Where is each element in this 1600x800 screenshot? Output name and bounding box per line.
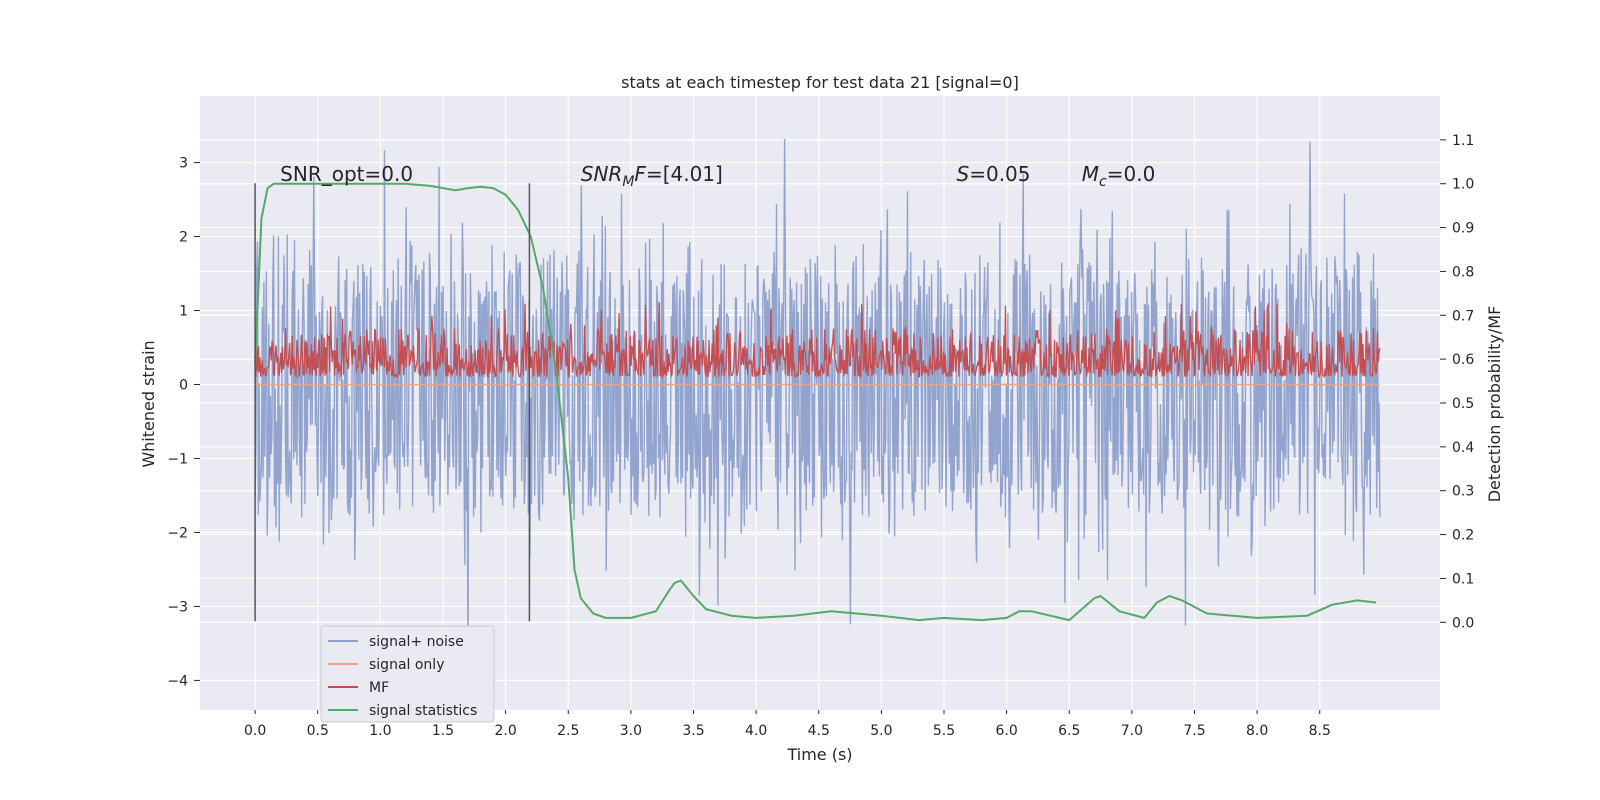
x-tick-label: 1.5 <box>432 723 454 739</box>
annotation-snr-opt: SNR_opt=0.0 <box>280 162 413 186</box>
x-tick-label: 8.0 <box>1246 723 1268 739</box>
x-tick-label: 6.5 <box>1058 723 1080 739</box>
legend-label: signal+ noise <box>369 634 464 650</box>
chart-title: stats at each timestep for test data 21 … <box>621 73 1019 92</box>
x-tick-label: 7.0 <box>1121 723 1143 739</box>
series-signal-noise <box>254 138 1381 670</box>
legend-label: signal only <box>369 657 444 673</box>
y-tick-label: 2 <box>179 230 188 246</box>
series-mf <box>254 302 1381 380</box>
x-tick-label: 7.5 <box>1183 723 1205 739</box>
x-tick-label: 4.5 <box>808 723 830 739</box>
annotations: SNR_opt=0.0 SNRMF=[4.01] S=0.05 Mc=0.0 <box>280 162 1155 190</box>
y-tick-label: 1 <box>179 304 188 320</box>
series-signal-statistics <box>254 182 1377 622</box>
x-axis-title: Time (s) <box>786 745 852 764</box>
y-right-tick-label: 1.0 <box>1452 177 1474 193</box>
series-layer <box>254 138 1381 670</box>
y-tick-label: −2 <box>167 525 188 541</box>
y-tick-label: 0 <box>179 378 188 394</box>
x-tick-label: 0.5 <box>307 723 329 739</box>
legend-label: signal statistics <box>369 703 477 719</box>
x-tick-label: 0.0 <box>244 723 266 739</box>
legend-label: MF <box>369 680 389 696</box>
x-tick-label: 8.5 <box>1309 723 1331 739</box>
y-right-tick-label: 0.4 <box>1452 440 1474 456</box>
legend-box <box>320 625 495 723</box>
vertical-lines <box>254 183 531 622</box>
x-tick-label: 5.5 <box>933 723 955 739</box>
x-tick-label: 6.0 <box>995 723 1017 739</box>
y-tick-label: 3 <box>179 156 188 172</box>
x-tick-label: 1.0 <box>369 723 391 739</box>
annotation-mc: Mc=0.0 <box>1082 162 1156 190</box>
x-tick-label: 5.0 <box>870 723 892 739</box>
annotation-snr-mf: SNRMF=[4.01] <box>581 162 723 190</box>
x-tick-label: 4.0 <box>745 723 767 739</box>
tick-labels: 0.0 0.5 1.0 1.5 2.0 2.5 3.0 3.5 4.0 4.5 5.0 5.5 6.0 6… <box>167 133 1474 739</box>
x-tick-label: 2.0 <box>494 723 516 739</box>
y-right-tick-label: 1.1 <box>1452 133 1474 149</box>
y-tick-label: −4 <box>167 673 188 689</box>
y-right-tick-label: 0.6 <box>1452 352 1474 368</box>
x-tick-label: 3.0 <box>620 723 642 739</box>
y-right-tick-label: 0.1 <box>1452 571 1474 587</box>
x-tick-label: 2.5 <box>557 723 579 739</box>
y-axis-title-right: Detection probability/MF <box>1485 306 1504 503</box>
x-tick-label: 3.5 <box>682 723 704 739</box>
y-right-tick-label: 0.8 <box>1452 264 1474 280</box>
y-tick-label: −1 <box>167 451 188 467</box>
y-right-tick-label: 0.7 <box>1452 308 1474 324</box>
y-right-tick-label: 0.3 <box>1452 484 1474 500</box>
annotation-s-stat: S=0.05 <box>957 162 1031 186</box>
legend: signal+ noise signal only MF signal statist… <box>320 625 495 723</box>
y-right-tick-label: 0.9 <box>1452 221 1474 237</box>
y-right-tick-label: 0.2 <box>1452 528 1474 544</box>
y-axis-title: Whitened strain <box>139 340 158 467</box>
y-right-tick-label: 0.5 <box>1452 396 1474 412</box>
y-right-tick-label: 0.0 <box>1452 615 1474 631</box>
y-tick-label: −3 <box>167 599 188 615</box>
